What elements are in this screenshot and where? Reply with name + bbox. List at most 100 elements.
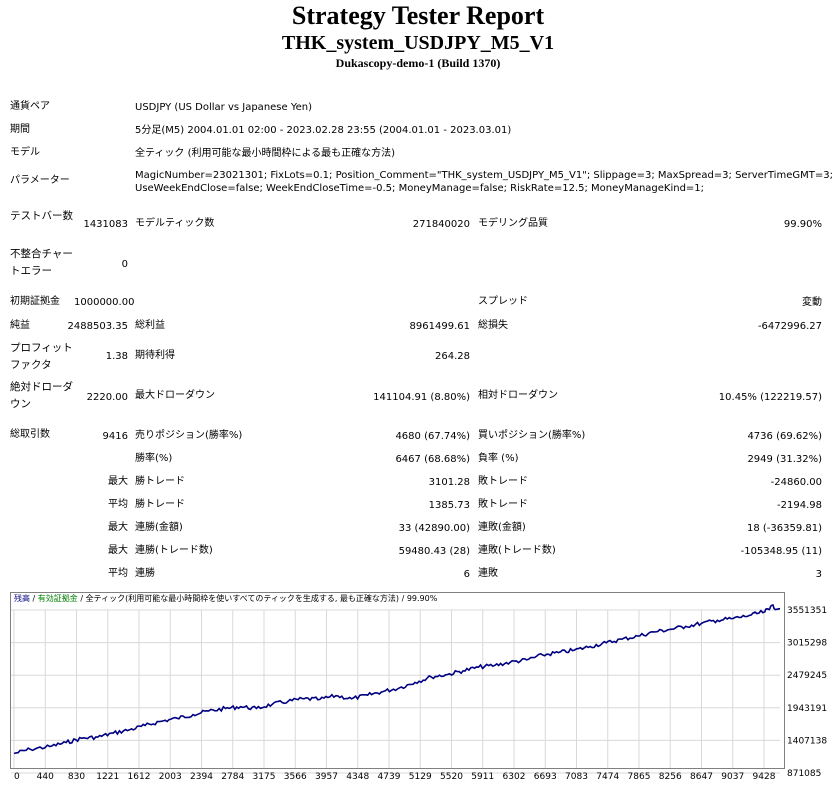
symbol-value: USDJPY (US Dollar vs Japanese Yen) (135, 102, 313, 113)
short-positions-label: 売りポジション(勝率%) (135, 430, 243, 441)
balance-chart: 3551351 3015298 2479245 1943191 1407138 87108… (11, 604, 827, 782)
net-profit-label: 純益 (10, 320, 30, 331)
x-tick-label: 0 (14, 772, 20, 782)
x-tick-label: 5520 (440, 772, 463, 782)
average-profit-label: 勝トレード (135, 499, 185, 510)
period-value: 5分足(M5) 2004.01.01 02:00 - 2023.02.28 23… (135, 125, 512, 136)
legend-model: 全ティック(利用可能な最小時間枠を使いすべてのティックを生成する, 最も正確な方… (85, 594, 400, 603)
x-tick-label: 1612 (128, 772, 151, 782)
maximum-label: 最大 (108, 522, 128, 533)
long-positions-label: 買いポジション(勝率%) (478, 430, 586, 441)
mismatch-label: 不整合チャートエラー (10, 248, 73, 277)
max-consecutive-losses-value: 18 (-36359.81) (746, 523, 822, 534)
x-tick-label: 6693 (534, 772, 557, 782)
chart-legend: 残高 / 有効証拠金 / 全ティック(利用可能な最小時間枠を使いすべてのティック… (14, 594, 437, 604)
legend-balance: 残高 (14, 594, 30, 603)
bars-label: テストバー数 (10, 210, 73, 222)
y-tick-label: 2479245 (787, 671, 827, 681)
x-tick-label: 3566 (284, 772, 307, 782)
relative-drawdown-label: 相対ドローダウン (478, 390, 558, 401)
x-tick-label: 8647 (690, 772, 713, 782)
long-positions-value: 4736 (69.62%) (747, 431, 822, 442)
x-tick-label: 2394 (190, 772, 213, 782)
ticks-value: 271840020 (412, 219, 470, 230)
legend-equity: 有効証拠金 (37, 594, 78, 603)
maximal-drawdown-label: 最大ドローダウン (135, 390, 215, 401)
legend-quality: 99.90% (406, 594, 438, 603)
max-consecutive-losses-label: 連敗(金額) (478, 522, 526, 533)
relative-drawdown-value: 10.45% (122219.57) (718, 392, 822, 403)
deposit-value: 1000000.00 (74, 297, 135, 308)
x-tick-label: 7474 (596, 772, 619, 782)
maximal-consecutive-loss-label: 連敗(トレード数) (478, 545, 556, 556)
profit-factor-value: 1.38 (105, 351, 128, 362)
average-consecutive-wins-value: 6 (463, 569, 470, 580)
x-tick-label: 4739 (378, 772, 401, 782)
deposit-label: 初期証拠金 (10, 296, 60, 307)
x-tick-label: 9037 (721, 772, 744, 782)
average-consecutive-losses-value: 3 (815, 569, 822, 580)
maximal-consecutive-profit-value: 59480.43 (28) (398, 546, 470, 557)
quality-value: 99.90% (783, 219, 822, 230)
expected-payoff-value: 264.28 (435, 351, 470, 362)
absolute-drawdown-label: 絶対ドローダウン (10, 381, 73, 410)
x-tick-label: 3175 (253, 772, 276, 782)
x-tick-label: 7083 (565, 772, 588, 782)
mismatch-value: 0 (121, 259, 128, 270)
parameters-line-1: MagicNumber=23021301; FixLots=0.1; Posit… (135, 170, 833, 181)
max-consecutive-wins-label: 連勝(金額) (135, 522, 183, 533)
legend-separator: / (399, 594, 407, 603)
average-loss-label: 敗トレード (478, 499, 528, 510)
x-tick-label: 5129 (409, 772, 432, 782)
model-label: モデル (10, 147, 40, 158)
max-consecutive-wins-value: 33 (42890.00) (398, 523, 470, 534)
average-label: 平均 (108, 499, 128, 510)
loss-trades-value: 2949 (31.32%) (747, 454, 822, 465)
average-consecutive-label: 平均 (108, 568, 128, 579)
legend-separator: / (30, 594, 38, 603)
largest-loss-label: 敗トレード (478, 476, 528, 487)
total-trades-label: 総取引数 (10, 429, 50, 440)
model-value: 全ティック (利用可能な最小時間枠による最も正確な方法) (135, 148, 396, 159)
maximal-drawdown-value: 141104.91 (8.80%) (373, 392, 470, 403)
y-tick-label: 3551351 (787, 606, 827, 616)
maximal-label: 最大 (108, 545, 128, 556)
symbol-label: 通貨ペア (10, 101, 50, 112)
spread-value: 変動 (802, 297, 822, 308)
period-label: 期間 (10, 124, 30, 135)
y-tick-label: 871085 (787, 769, 821, 779)
expert-name: THK_system_USDJPY_M5_V1 (281, 32, 555, 54)
expected-payoff-label: 期待利得 (135, 350, 175, 361)
spread-label: スプレッド (478, 296, 528, 307)
profit-trades-label: 勝率(%) (135, 453, 173, 464)
net-profit-value: 2488503.35 (67, 321, 128, 332)
total-trades-value: 9416 (102, 431, 128, 442)
x-tick-label: 7865 (628, 772, 651, 782)
quality-label: モデリング品質 (478, 218, 548, 229)
average-loss-value: -2194.98 (777, 500, 822, 511)
x-tick-label: 9428 (753, 772, 776, 782)
gross-profit-label: 総利益 (135, 320, 165, 331)
y-tick-label: 1943191 (787, 704, 827, 714)
absolute-drawdown-value: 2220.00 (86, 392, 128, 403)
average-consecutive-losses-label: 連敗 (478, 568, 498, 579)
ticks-label: モデルティック数 (135, 218, 215, 229)
x-tick-label: 3957 (315, 772, 338, 782)
largest-loss-value: -24860.00 (770, 477, 822, 488)
gross-loss-label: 総損失 (478, 320, 508, 331)
x-tick-label: 2784 (221, 772, 244, 782)
x-tick-label: 5911 (471, 772, 494, 782)
parameters-line-2: UseWeekEndClose=false; WeekEndCloseTime=… (135, 183, 705, 194)
short-positions-value: 4680 (67.74%) (395, 431, 470, 442)
largest-label: 最大 (108, 476, 128, 487)
gross-loss-value: -6472996.27 (757, 321, 822, 332)
profit-factor-label: プロフィットファクタ (10, 342, 73, 371)
bars-value: 1431083 (83, 219, 128, 230)
profit-trades-value: 6467 (68.68%) (395, 454, 470, 465)
x-tick-label: 6302 (503, 772, 526, 782)
largest-profit-label: 勝トレード (135, 476, 185, 487)
average-consecutive-wins-label: 連勝 (135, 568, 155, 579)
maximal-consecutive-profit-label: 連勝(トレード数) (135, 545, 213, 556)
gross-profit-value: 8961499.61 (409, 321, 470, 332)
parameters-label: パラメーター (10, 175, 70, 186)
